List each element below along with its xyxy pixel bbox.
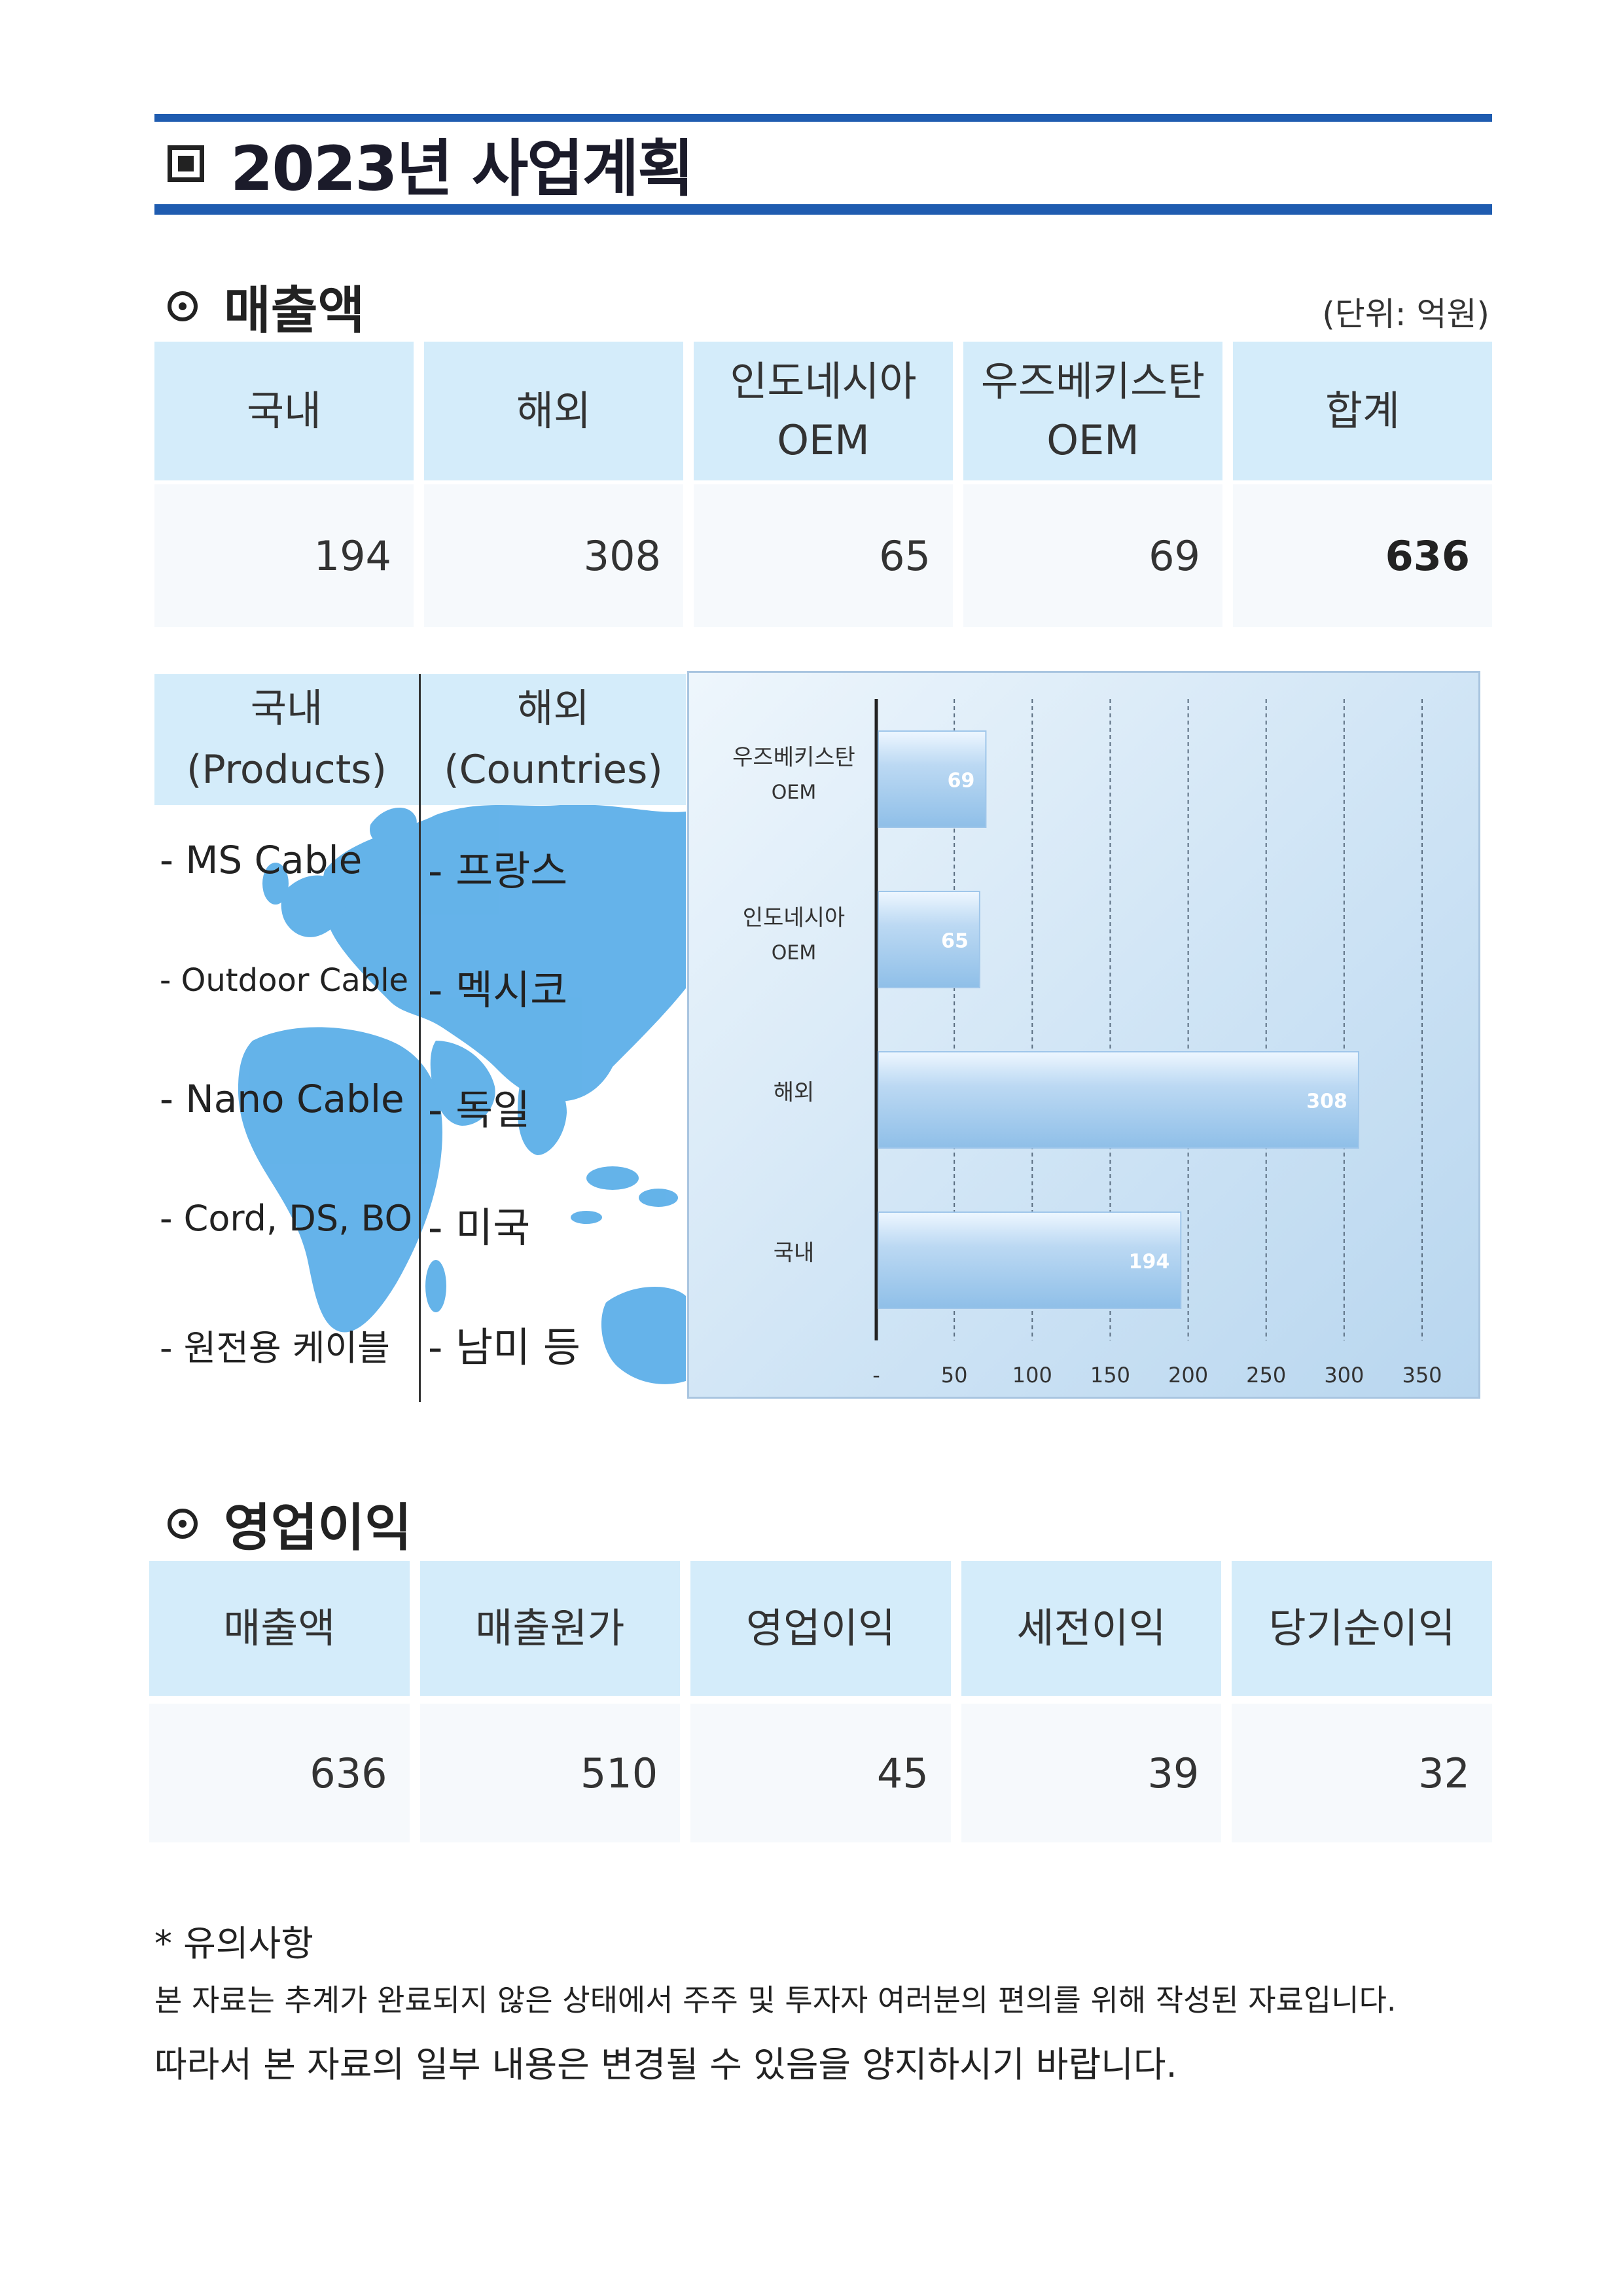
notes-title: * 유의사항	[154, 1923, 313, 1964]
sales-header-indonesia-oem: 인도네시아 OEM	[694, 342, 953, 480]
sales-value-indonesia-oem: 65	[694, 484, 953, 627]
x-tick-label: 300	[1324, 1363, 1364, 1388]
bar	[878, 1051, 1359, 1149]
profit-value-cost: 510	[419, 1704, 681, 1842]
sales-value-overseas: 308	[424, 484, 683, 627]
circle-bullet-icon	[168, 1509, 198, 1539]
product-item: - 원전용 케이블	[160, 1327, 390, 1369]
unit-label: (단위: 억원)	[1322, 295, 1489, 333]
profit-heading-text: 영업이익	[224, 1499, 412, 1558]
data-label: 308	[1306, 1090, 1347, 1113]
overseas-countries-header: 해외 (Countries)	[421, 674, 686, 805]
title-bottom-rule	[154, 204, 1492, 215]
x-tick-label: 150	[1090, 1363, 1130, 1388]
product-item: - Nano Cable	[160, 1077, 404, 1121]
country-item: - 프랑스	[428, 847, 568, 895]
domestic-products-header: 국내 (Products)	[154, 674, 419, 805]
profit-header-cost: 매출원가	[419, 1561, 681, 1696]
data-label: 65	[941, 930, 969, 953]
country-item: - 미국	[428, 1204, 531, 1251]
profit-value-operating: 45	[690, 1704, 951, 1842]
category-label: 국내	[774, 1240, 815, 1266]
category-label: 우즈베키스탄 OEM	[732, 745, 855, 804]
title-top-rule	[154, 114, 1492, 122]
sales-header-uzbekistan-oem: 우즈베키스탄 OEM	[963, 342, 1222, 480]
page-title: 2023년 사업계획	[168, 124, 694, 205]
sales-bar-chart-svg: - 50 100 150 200 250 300 350 69 우즈베키스탄 OEM 65 인도네시아 O…	[732, 699, 1442, 1388]
domestic-products-header-text: 국내 (Products)	[187, 686, 387, 793]
country-item: - 남미 등	[428, 1323, 580, 1371]
bar	[878, 730, 987, 828]
profit-header-sales: 매출액	[149, 1561, 410, 1696]
overseas-countries-header-text: 해외 (Countries)	[444, 686, 663, 793]
data-label: 194	[1129, 1251, 1170, 1274]
country-item: - 멕시코	[428, 966, 568, 1014]
square-bullet-icon	[168, 145, 204, 182]
markets-panel: 국내 (Products) 해외 (Countries) - MS Cable …	[154, 674, 686, 1402]
sales-header-domestic: 국내	[154, 342, 414, 480]
sales-value-uzbekistan-oem: 69	[963, 484, 1222, 627]
profit-header-net: 당기순이익	[1232, 1561, 1492, 1696]
product-item: - Outdoor Cable	[160, 962, 409, 999]
world-map-image	[238, 804, 686, 1384]
data-label: 69	[948, 770, 975, 793]
x-tick-label: 350	[1402, 1363, 1442, 1388]
bar	[878, 891, 980, 988]
profit-value-net: 32	[1232, 1704, 1492, 1842]
product-item: - Cord, DS, BO	[160, 1198, 413, 1239]
bar	[878, 1211, 1182, 1309]
category-label: 해외	[774, 1080, 815, 1106]
x-tick-label: 250	[1246, 1363, 1286, 1388]
column-divider	[419, 674, 421, 1402]
page-title-text: 2023년 사업계획	[230, 134, 694, 205]
profit-heading: 영업이익	[168, 1487, 412, 1560]
sales-header-total: 합계	[1233, 342, 1492, 480]
country-item: - 독일	[428, 1086, 531, 1134]
sales-heading-text: 매출액	[224, 281, 365, 340]
profit-value-pretax: 39	[961, 1704, 1222, 1842]
notes-line-1: 본 자료는 추계가 완료되지 않은 상태에서 주주 및 투자자 여러분의 편의를…	[154, 1982, 1397, 2018]
product-item: - MS Cable	[160, 838, 363, 882]
notes-line-2: 따라서 본 자료의 일부 내용은 변경될 수 있음을 양지하시기 바랍니다.	[154, 2044, 1177, 2085]
sales-header-overseas: 해외	[424, 342, 683, 480]
sales-heading: 매출액	[168, 270, 365, 343]
x-tick-label: 200	[1168, 1363, 1208, 1388]
profit-table: 매출액 매출원가 영업이익 세전이익 당기순이익 636 510 45 39 3…	[149, 1561, 1492, 1842]
category-label: 인도네시아 OEM	[743, 905, 845, 965]
sales-value-total: 636	[1233, 484, 1492, 627]
sales-table: 국내 해외 인도네시아 OEM 우즈베키스탄 OEM 합계 194 308 65…	[154, 342, 1492, 627]
sales-value-domestic: 194	[154, 484, 414, 627]
profit-header-operating: 영업이익	[690, 1561, 951, 1696]
profit-value-sales: 636	[149, 1704, 410, 1842]
x-tick-label: 100	[1012, 1363, 1052, 1388]
circle-bullet-icon	[168, 291, 198, 321]
x-tick-label: -	[872, 1363, 880, 1388]
profit-header-pretax: 세전이익	[961, 1561, 1222, 1696]
x-tick-label: 50	[941, 1363, 968, 1388]
sales-bar-chart: - 50 100 150 200 250 300 350 69 우즈베키스탄 OEM 65 인도네시아 O…	[687, 671, 1480, 1399]
